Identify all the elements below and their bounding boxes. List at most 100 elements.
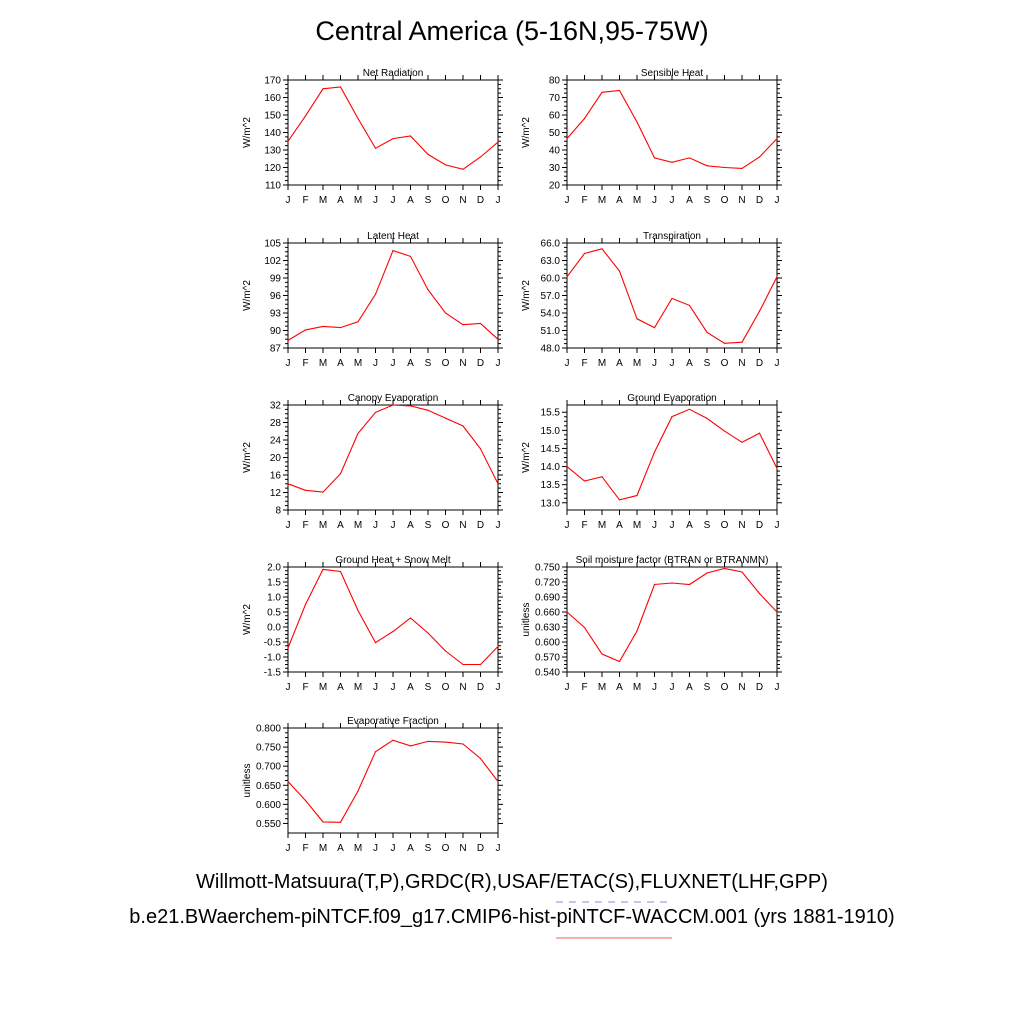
x-tick-label: N: [459, 195, 466, 206]
x-tick-label: S: [704, 682, 711, 693]
y-tick-label: 0.800: [256, 724, 281, 735]
data-point: [653, 157, 656, 159]
x-tick-label: S: [425, 358, 432, 369]
x-tick-label: A: [616, 520, 623, 531]
data-point: [392, 138, 394, 140]
x-tick-label: O: [721, 520, 729, 531]
x-tick-label: J: [373, 843, 378, 854]
panel-title: Transpiration: [643, 231, 701, 242]
data-point: [374, 751, 377, 753]
x-tick-label: M: [319, 843, 327, 854]
y-tick-label: 28: [270, 418, 282, 429]
data-point: [479, 663, 482, 666]
x-tick-label: F: [302, 682, 308, 693]
x-tick-label: J: [565, 682, 570, 693]
x-tick-label: M: [354, 358, 362, 369]
data-point: [653, 583, 656, 586]
data-point: [706, 331, 708, 333]
y-axis-label: W/m^2: [521, 117, 532, 148]
x-tick-label: J: [391, 195, 396, 206]
data-point: [392, 404, 394, 406]
data-point: [653, 451, 656, 453]
series-line: [287, 568, 499, 666]
data-point: [636, 318, 638, 320]
y-tick-label: 87: [270, 344, 282, 355]
data-point: [339, 86, 342, 88]
data-point: [671, 582, 673, 584]
x-tick-label: N: [459, 520, 466, 531]
x-tick-label: D: [477, 843, 484, 854]
data-point: [723, 567, 726, 570]
data-point: [776, 276, 778, 278]
x-tick-label: D: [756, 358, 763, 369]
data-point: [444, 164, 447, 166]
data-point: [287, 780, 289, 783]
x-tick-label: D: [477, 682, 484, 693]
data-point: [688, 408, 691, 410]
data-point: [688, 304, 691, 307]
x-tick-label: M: [354, 682, 362, 693]
data-point: [322, 325, 324, 328]
data-point: [374, 293, 377, 295]
x-tick-label: J: [373, 195, 378, 206]
x-tick-label: A: [337, 843, 344, 854]
y-tick-label: 63.0: [541, 256, 561, 267]
x-tick-label: O: [442, 358, 450, 369]
x-tick-label: J: [670, 358, 675, 369]
y-tick-label: 14.5: [541, 444, 561, 455]
plot-frame: [287, 404, 499, 511]
data-point: [671, 297, 673, 300]
y-tick-label: 24: [270, 436, 282, 447]
data-point: [601, 91, 603, 93]
x-tick-label: O: [721, 682, 729, 693]
y-tick-label: 32: [270, 401, 282, 412]
data-point: [409, 255, 412, 258]
x-tick-label: D: [756, 195, 763, 206]
y-tick-label: 1.0: [267, 593, 281, 604]
y-tick-label: 0.650: [256, 781, 281, 792]
x-tick-label: O: [442, 843, 450, 854]
data-point: [758, 156, 761, 158]
data-point: [566, 138, 568, 140]
plot-frame: [287, 242, 499, 349]
x-tick-label: D: [756, 682, 763, 693]
data-point: [601, 653, 603, 655]
y-tick-label: 54.0: [541, 309, 561, 320]
x-tick-label: M: [598, 358, 606, 369]
x-tick-label: F: [302, 358, 308, 369]
plot-frame: [287, 566, 499, 673]
x-tick-label: J: [391, 520, 396, 531]
data-point: [427, 409, 429, 411]
data-point: [357, 117, 359, 120]
data-point: [444, 650, 447, 652]
x-tick-label: A: [407, 682, 414, 693]
x-tick-label: A: [686, 358, 693, 369]
y-axis-label: W/m^2: [242, 604, 253, 635]
data-point: [706, 572, 708, 574]
data-point: [776, 138, 778, 140]
x-tick-label: M: [354, 843, 362, 854]
x-tick-label: A: [686, 520, 693, 531]
x-tick-label: F: [581, 682, 587, 693]
data-point: [706, 165, 708, 167]
x-tick-label: A: [337, 520, 344, 531]
y-tick-label: 20: [549, 181, 561, 192]
data-point: [357, 321, 359, 323]
series-line: [287, 404, 499, 493]
data-point: [427, 153, 429, 155]
data-point: [653, 326, 656, 329]
data-point: [636, 494, 638, 497]
y-tick-label: 40: [549, 146, 561, 157]
x-tick-label: F: [302, 195, 308, 206]
x-tick-label: S: [704, 520, 711, 531]
x-tick-label: J: [652, 195, 657, 206]
x-tick-label: J: [775, 520, 780, 531]
data-point: [583, 252, 586, 255]
x-tick-label: F: [302, 843, 308, 854]
data-point: [671, 415, 673, 418]
y-tick-label: 13.0: [541, 498, 561, 509]
data-point: [636, 630, 638, 632]
y-axis-label: unitless: [242, 764, 253, 798]
data-point: [688, 157, 691, 159]
x-tick-label: A: [686, 195, 693, 206]
